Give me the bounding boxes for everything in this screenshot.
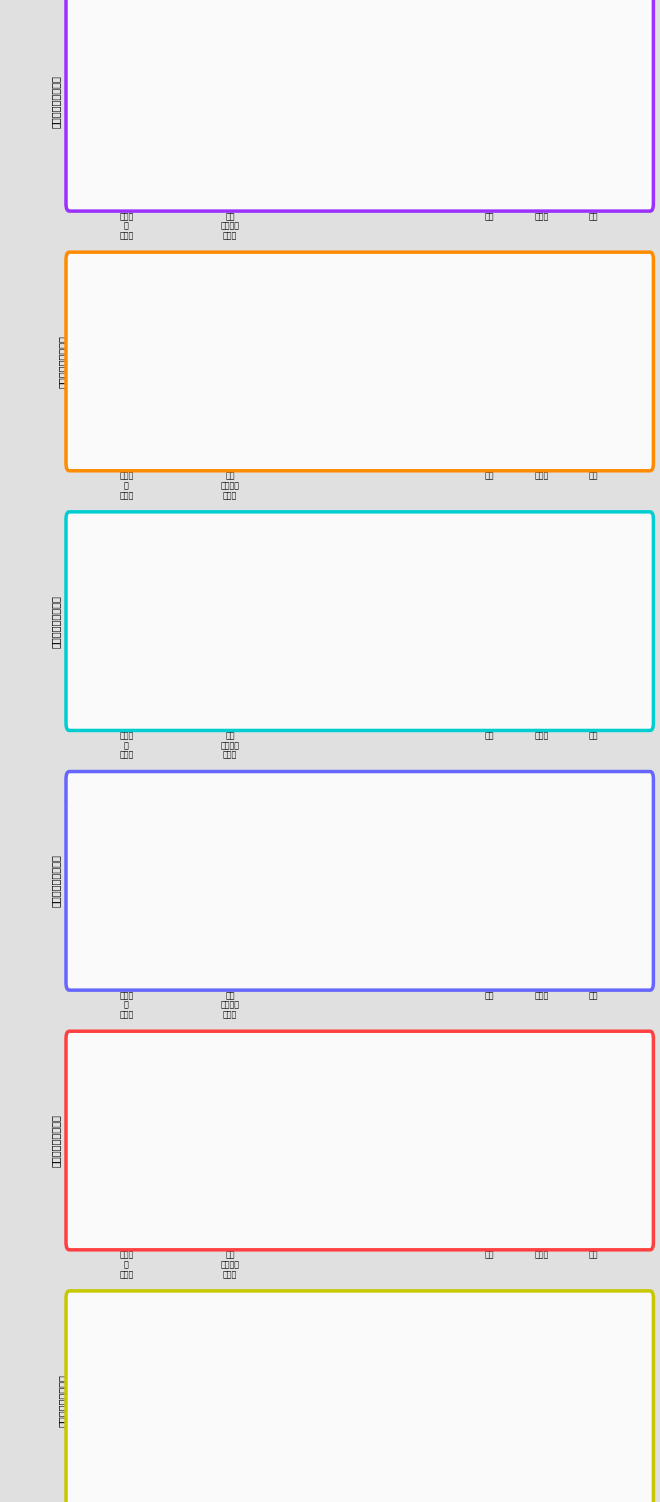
Text: 0.00: 0.00	[583, 174, 603, 183]
Bar	[526, 434, 557, 445]
Text: 0.00: 0.00	[479, 174, 500, 183]
Bar	[318, 183, 349, 186]
Y-axis label: 定点当たりの報告数: 定点当たりの報告数	[57, 1374, 67, 1427]
Bar	[111, 90, 142, 186]
Text: 0.00: 0.00	[168, 694, 188, 703]
Text: 0.00: 0.00	[583, 1473, 603, 1482]
Text: 2.00: 2.00	[376, 366, 395, 376]
Text: 0.33: 0.33	[376, 168, 396, 177]
Bar	[214, 697, 246, 704]
Text: 堺区の疾患別定点当たり報告数: 堺区の疾患別定点当たり報告数	[527, 282, 626, 296]
Bar	[267, 1451, 298, 1484]
Text: 4.00: 4.00	[116, 300, 136, 309]
Text: 0.00: 0.00	[323, 1214, 344, 1223]
Text: 0.00: 0.00	[428, 694, 447, 703]
Y-axis label: 定点当たりの報告数: 定点当たりの報告数	[51, 1114, 61, 1167]
Text: 南区の疾患別定点当たり報告数: 南区の疾患別定点当たり報告数	[527, 1062, 626, 1075]
Text: 1.67: 1.67	[376, 939, 396, 948]
Bar	[267, 656, 298, 704]
Text: 10.67: 10.67	[114, 575, 139, 584]
Text: 0.17: 0.17	[531, 171, 551, 180]
Bar	[111, 311, 142, 445]
Text: 0.00: 0.00	[323, 1473, 344, 1482]
Text: 0.00: 0.00	[428, 1214, 447, 1223]
Text: 0.00: 0.00	[479, 1473, 500, 1482]
Text: 0.33: 0.33	[531, 424, 551, 433]
Text: 0.00: 0.00	[531, 694, 551, 703]
Text: 0.67: 0.67	[220, 686, 240, 695]
Text: 0.00: 0.00	[168, 434, 188, 443]
Text: 0.00: 0.00	[531, 1214, 551, 1223]
Text: 0.00: 0.00	[531, 954, 551, 963]
Text: 0.00: 0.00	[583, 954, 603, 963]
Text: 0.50: 0.50	[220, 167, 240, 176]
Bar	[267, 954, 298, 964]
Text: 16.33: 16.33	[114, 817, 139, 826]
Text: 0.00: 0.00	[323, 434, 344, 443]
Text: 0.00: 0.00	[428, 1473, 447, 1482]
Text: 0.00: 0.00	[376, 1473, 396, 1482]
Text: 0.17: 0.17	[168, 171, 188, 180]
Text: 0.00: 0.00	[168, 1214, 188, 1223]
Bar	[214, 177, 246, 186]
Bar	[526, 183, 557, 186]
Text: 西区の疾患別定点当たり報告数: 西区の疾患別定点当たり報告数	[527, 542, 626, 556]
Text: 0.00: 0.00	[531, 1473, 551, 1482]
Y-axis label: 定点当たりの報告数: 定点当たりの報告数	[51, 595, 61, 647]
Text: 5.67: 5.67	[116, 80, 137, 89]
Text: 7.00: 7.00	[116, 1096, 137, 1105]
Text: 0.67: 0.67	[479, 686, 500, 695]
Text: 0.33: 0.33	[323, 951, 344, 960]
Bar	[214, 958, 246, 964]
Text: 0.67: 0.67	[220, 948, 240, 957]
Y-axis label: 定点当たりの報告数: 定点当たりの報告数	[51, 855, 61, 907]
Text: 4.33: 4.33	[272, 646, 292, 655]
Bar	[267, 1214, 298, 1224]
Text: 0.00: 0.00	[479, 434, 500, 443]
Text: 0.00: 0.00	[168, 954, 188, 963]
Text: 0.00: 0.00	[220, 434, 240, 443]
Bar	[111, 586, 142, 704]
Bar	[267, 311, 298, 445]
Text: 1.00: 1.00	[116, 1439, 137, 1448]
Bar	[111, 1107, 142, 1224]
Text: 0.00: 0.00	[428, 434, 447, 443]
Text: 0.00: 0.00	[220, 1214, 240, 1223]
Bar	[474, 697, 505, 704]
Y-axis label: 定点当たりの報告数: 定点当たりの報告数	[57, 335, 67, 388]
Text: 0.33: 0.33	[583, 689, 603, 698]
Text: 北区の疾患別定点当たり報告数: 北区の疾患別定点当たり報告数	[527, 23, 626, 36]
Bar	[370, 379, 401, 445]
Text: 0.00: 0.00	[168, 1473, 188, 1482]
Text: 0.00: 0.00	[428, 174, 447, 183]
Text: 東・美原区の疾患別定点当たり報告数: 東・美原区の疾患別定点当たり報告数	[506, 1322, 626, 1334]
Text: 0.00: 0.00	[479, 954, 500, 963]
Text: 0.00: 0.00	[479, 1214, 500, 1223]
Text: 中区の疾患別定点当たり報告数: 中区の疾患別定点当たり報告数	[527, 802, 626, 816]
Text: 0.00: 0.00	[583, 1214, 603, 1223]
Text: 4.00: 4.00	[272, 300, 292, 309]
Text: 0.67: 0.67	[272, 1202, 292, 1211]
Text: 0.00: 0.00	[583, 434, 603, 443]
Bar	[318, 961, 349, 964]
Bar	[578, 701, 609, 704]
Text: 0.00: 0.00	[323, 694, 344, 703]
Text: 1.00: 1.00	[272, 1439, 292, 1448]
Bar	[370, 951, 401, 964]
Bar	[267, 155, 298, 186]
Bar	[370, 701, 401, 704]
Text: 0.00: 0.00	[220, 1473, 240, 1482]
Bar	[162, 183, 193, 186]
Text: 1.33: 1.33	[272, 942, 292, 951]
Text: 1.83: 1.83	[272, 144, 292, 153]
Text: 0.00: 0.00	[376, 1214, 396, 1223]
Bar	[370, 180, 401, 186]
Y-axis label: 定点当たりの報告数: 定点当たりの報告数	[51, 75, 61, 128]
Text: 0.00: 0.00	[428, 954, 447, 963]
Bar	[111, 1451, 142, 1484]
Text: 0.17: 0.17	[323, 171, 344, 180]
Text: 0.33: 0.33	[376, 689, 396, 698]
Bar	[111, 828, 142, 964]
